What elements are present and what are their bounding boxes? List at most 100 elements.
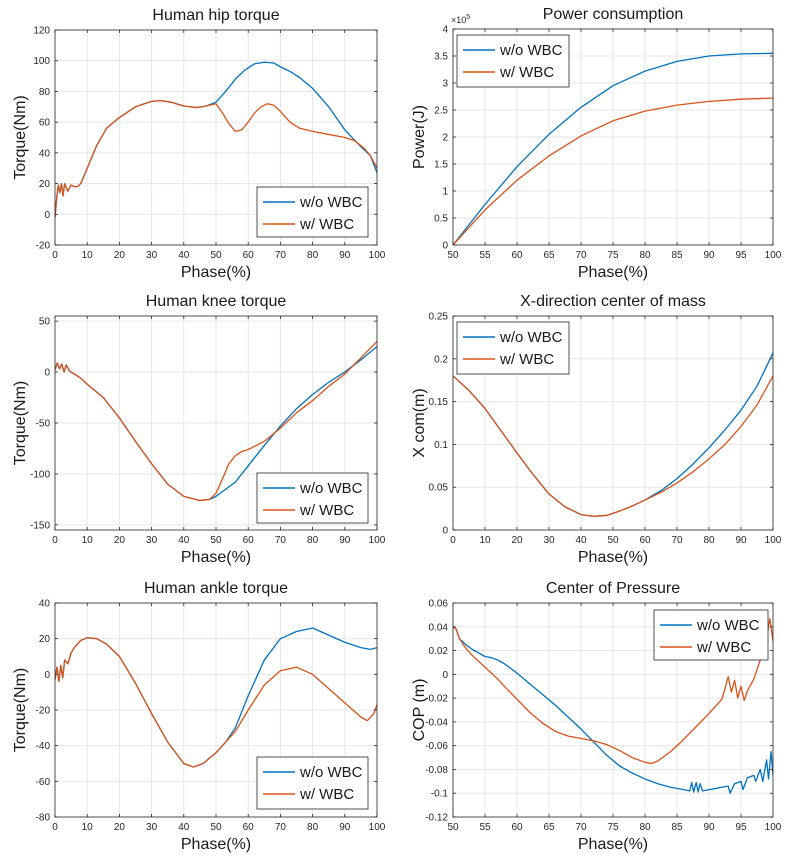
x-axis-label: Phase(%) [578, 836, 648, 853]
x-tick-label: 90 [339, 822, 351, 833]
legend-label-with-wbc: w/ WBC [696, 639, 751, 656]
x-tick-label: 100 [765, 822, 782, 833]
y-tick-label: 4 [442, 25, 448, 36]
y-tick-label: 0.2 [434, 354, 448, 365]
chart-panel-4: 0 10 20 30 40 50 60 70 80 90 100 0 0.05 0.1 0.15 0.2 0.2… [411, 293, 782, 566]
x-tick-label: 100 [765, 535, 782, 546]
y-axis-label: COP (m) [411, 679, 428, 742]
legend-box [256, 472, 369, 524]
series-line-without-wbc [453, 52, 773, 245]
x-tick-label: 0 [52, 535, 58, 546]
y-tick-label: 0 [442, 241, 448, 252]
y-tick-label: 3.5 [434, 52, 448, 63]
x-tick-label: 100 [765, 250, 782, 261]
x-axis-label: Phase(%) [578, 264, 648, 281]
x-tick-label: 90 [735, 535, 747, 546]
y-axis-label: Torque(Nm) [12, 95, 29, 179]
x-tick-label: 50 [210, 535, 222, 546]
y-tick-label: -40 [36, 741, 51, 752]
y-tick-label: 0.06 [429, 599, 449, 610]
x-tick-label: 100 [369, 822, 386, 833]
x-tick-label: 55 [479, 250, 491, 261]
series-line-with-wbc [453, 375, 773, 517]
x-tick-label: 90 [339, 250, 351, 261]
y-tick-label: 50 [39, 317, 51, 328]
y-tick-label: 1.5 [434, 160, 448, 171]
legend-label-without-wbc: w/o WBC [299, 764, 363, 781]
y-tick-label: 0.25 [429, 312, 449, 323]
x-tick-label: 60 [511, 822, 523, 833]
chart-title: Human ankle torque [144, 580, 288, 597]
legend-label-without-wbc: w/o WBC [499, 329, 563, 346]
x-tick-label: 85 [671, 250, 683, 261]
y-exponent-label: ×105 [451, 14, 470, 25]
series-line-with-wbc [453, 617, 773, 765]
x-tick-label: 70 [671, 535, 683, 546]
x-tick-label: 50 [607, 535, 619, 546]
legend-box [256, 756, 369, 810]
chart-panel-5: 0 10 20 30 40 50 60 70 80 90 100 -80 -60 -40 -20 0 20 40 H… [12, 580, 386, 853]
x-tick-label: 30 [146, 822, 158, 833]
y-tick-label: 60 [39, 118, 51, 129]
x-tick-label: 40 [178, 535, 190, 546]
legend-label-with-wbc: w/ WBC [499, 351, 554, 368]
chart-title: Power consumption [543, 6, 684, 23]
x-tick-label: 50 [447, 822, 459, 833]
y-tick-label: 100 [33, 56, 50, 67]
x-tick-label: 0 [52, 250, 58, 261]
x-tick-label: 30 [146, 250, 158, 261]
y-axis-label: X com(m) [411, 388, 428, 457]
x-tick-label: 20 [114, 535, 126, 546]
chart-title: X-direction center of mass [520, 293, 706, 310]
x-tick-label: 95 [735, 822, 747, 833]
x-tick-label: 10 [82, 250, 94, 261]
series-line-with-wbc [55, 341, 377, 502]
x-tick-label: 20 [114, 822, 126, 833]
legend-label-with-wbc: w/ WBC [499, 64, 554, 81]
x-tick-label: 50 [210, 250, 222, 261]
legend-box [456, 321, 570, 375]
y-tick-label: -20 [36, 241, 51, 252]
y-tick-label: 0.04 [429, 622, 449, 633]
series-line-with-wbc [453, 97, 773, 245]
x-tick-label: 50 [447, 250, 459, 261]
y-tick-label: -100 [30, 469, 50, 480]
y-tick-label: -0.12 [425, 813, 448, 824]
chart-panel-1: 0 10 20 30 40 50 60 70 80 90 100-20020406080100120… [12, 7, 386, 281]
y-tick-label: -60 [36, 777, 51, 788]
y-tick-label: 0.1 [434, 440, 448, 451]
y-tick-label: 0 [44, 368, 50, 379]
legend: w/o WBC w/ WBC [653, 609, 769, 661]
y-tick-label: -0.06 [425, 741, 448, 752]
x-tick-label: 10 [82, 822, 94, 833]
y-axis-label: Torque(Nm) [12, 668, 29, 752]
y-tick-label: -20 [36, 706, 51, 717]
legend: w/o WBC w/ WBC [256, 186, 369, 238]
legend: w/o WBC w/ WBC [256, 472, 369, 524]
legend-box [256, 186, 369, 238]
x-tick-label: 75 [607, 822, 619, 833]
legend-label-with-wbc: w/ WBC [299, 502, 354, 519]
x-tick-label: 10 [479, 535, 491, 546]
y-tick-label: 0 [44, 670, 50, 681]
x-tick-label: 70 [575, 822, 587, 833]
x-tick-label: 100 [369, 250, 386, 261]
x-tick-label: 100 [369, 535, 386, 546]
y-tick-label: -0.02 [425, 694, 448, 705]
series-line-with-wbc [55, 99, 377, 218]
x-tick-label: 65 [543, 822, 555, 833]
legend-box [456, 34, 570, 88]
x-tick-label: 80 [307, 250, 319, 261]
legend-label-with-wbc: w/ WBC [299, 786, 354, 803]
y-tick-label: 3 [442, 79, 448, 90]
x-tick-label: 60 [243, 535, 255, 546]
x-axis-label: Phase(%) [181, 264, 251, 281]
y-tick-label: 20 [39, 634, 51, 645]
y-tick-label: 20 [39, 179, 51, 190]
legend-label-without-wbc: w/o WBC [696, 617, 760, 634]
y-tick-label: 2.5 [434, 106, 448, 117]
chart-title: Center of Pressure [546, 580, 680, 597]
x-tick-label: 10 [82, 535, 94, 546]
x-tick-label: 70 [575, 250, 587, 261]
